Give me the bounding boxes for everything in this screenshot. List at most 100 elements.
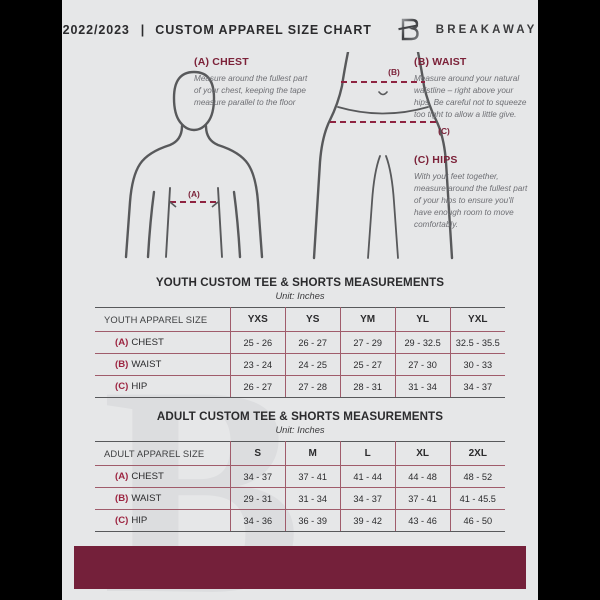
waist-measure-line-icon: (B) (341, 67, 425, 84)
youth-row-hip-label: (C) HIP (95, 375, 231, 398)
youth-size-table: YOUTH APPAREL SIZE YXS YS YM YL YXL (A) C… (95, 307, 505, 398)
youth-chest-ym: 27 - 29 (339, 331, 396, 354)
adult-waist-xl: 37 - 41 (394, 487, 451, 510)
adult-chest-2xl: 48 - 52 (449, 465, 505, 488)
adult-row-waist-label: (B) WAIST (95, 487, 231, 510)
youth-waist-yxs: 23 - 24 (229, 353, 286, 376)
youth-hip-yxl: 34 - 37 (449, 375, 505, 398)
youth-row-chest-text: CHEST (131, 337, 164, 348)
adult-section: ADULT CUSTOM TEE & SHORTS MEASUREMENTS U… (62, 410, 538, 532)
youth-row-chest-label: (A) CHEST (95, 331, 231, 354)
youth-row-waist-label: (B) WAIST (95, 353, 231, 376)
adult-hip-xl: 43 - 46 (394, 509, 451, 532)
adult-size-l: L (339, 441, 396, 466)
youth-hip-ym: 28 - 31 (339, 375, 396, 398)
table-row: (A) CHEST 34 - 37 37 - 41 41 - 44 44 - 48… (95, 465, 505, 488)
adult-row-chest-text: CHEST (131, 471, 164, 482)
footer-banner (74, 546, 526, 589)
table-header-row: YOUTH APPAREL SIZE YXS YS YM YL YXL (95, 307, 505, 332)
youth-waist-yxl: 30 - 33 (449, 353, 505, 376)
header-separator: | (140, 23, 145, 37)
adult-waist-s: 29 - 31 (229, 487, 286, 510)
youth-hip-yxs: 26 - 27 (229, 375, 286, 398)
marker-b: (B) (115, 359, 129, 370)
adult-size-header: ADULT APPAREL SIZE (95, 441, 231, 466)
youth-waist-ym: 25 - 27 (339, 353, 396, 376)
adult-row-chest-label: (A) CHEST (95, 465, 231, 488)
page-title: CUSTOM APPAREL SIZE CHART (155, 23, 372, 37)
youth-row-waist-text: WAIST (131, 359, 162, 370)
callout-waist-body: Measure around your natural waistline – … (414, 74, 527, 119)
lower-body-hips-illustration (312, 52, 454, 260)
marker-c: (C) (115, 515, 129, 526)
callout-waist-title: (B) WAIST (414, 56, 467, 68)
adult-row-waist-text: WAIST (131, 493, 162, 504)
adult-chest-m: 37 - 41 (284, 465, 341, 488)
adult-hip-m: 36 - 39 (284, 509, 341, 532)
youth-hip-yl: 31 - 34 (394, 375, 451, 398)
callout-chest: (A) CHEST Measure around the fullest par… (194, 56, 314, 109)
adult-size-xl: XL (394, 441, 451, 466)
size-chart-page: B 2022/2023 | CUSTOM APPAREL SIZE CHART … (62, 0, 538, 600)
youth-size-yl: YL (394, 307, 451, 332)
adult-chest-xl: 44 - 48 (394, 465, 451, 488)
svg-text:(C): (C) (438, 126, 450, 136)
adult-table-title: ADULT CUSTOM TEE & SHORTS MEASUREMENTS (156, 410, 444, 423)
hip-measure-line-icon: (C) (330, 120, 450, 136)
adult-row-hip-label: (C) HIP (95, 509, 231, 532)
adult-row-hip-text: HIP (131, 515, 148, 526)
callout-chest-body: Measure around the fullest part of your … (194, 74, 308, 107)
youth-waist-ys: 24 - 25 (284, 353, 341, 376)
adult-waist-m: 31 - 34 (284, 487, 341, 510)
table-row: (C) HIP 26 - 27 27 - 28 28 - 31 31 - 34 3… (95, 375, 505, 398)
adult-waist-2xl: 41 - 45.5 (449, 487, 505, 510)
adult-size-m: M (284, 441, 341, 466)
youth-size-ym: YM (339, 307, 396, 332)
callout-waist: (B) WAIST Measure around your natural wa… (414, 56, 532, 121)
chest-measure-line-icon: (A) (169, 189, 219, 208)
adult-chest-s: 34 - 37 (229, 465, 286, 488)
adult-chest-l: 41 - 44 (339, 465, 396, 488)
svg-text:(B): (B) (388, 67, 400, 77)
youth-table-unit: Unit: Inches (275, 291, 325, 301)
table-header-row: ADULT APPAREL SIZE S M L XL 2XL (95, 441, 505, 466)
youth-chest-yl: 29 - 32.5 (394, 331, 451, 354)
table-row: (A) CHEST 25 - 26 26 - 27 27 - 29 29 - 32… (95, 331, 505, 354)
callout-hips-title: (C) HIPS (414, 154, 458, 166)
youth-waist-yl: 27 - 30 (394, 353, 451, 376)
adult-hip-l: 39 - 42 (339, 509, 396, 532)
youth-hip-ys: 27 - 28 (284, 375, 341, 398)
callout-hips: (C) HIPS With your feet together, measur… (414, 154, 532, 230)
youth-size-yxl: YXL (449, 307, 505, 332)
table-row: (C) HIP 34 - 36 36 - 39 39 - 42 43 - 46 4… (95, 509, 505, 532)
youth-chest-ys: 26 - 27 (284, 331, 341, 354)
adult-size-2xl: 2XL (449, 441, 505, 466)
adult-size-s: S (229, 441, 286, 466)
measurement-diagram: (A) (B) (62, 52, 538, 264)
table-row: (B) WAIST 29 - 31 31 - 34 34 - 37 37 - 41… (95, 487, 505, 510)
youth-section: YOUTH CUSTOM TEE & SHORTS MEASUREMENTS U… (62, 276, 538, 398)
marker-a: (A) (115, 337, 129, 348)
youth-row-hip-text: HIP (131, 381, 148, 392)
brand-name: BREAKAWAY (435, 24, 538, 36)
adult-hip-2xl: 46 - 50 (449, 509, 505, 532)
adult-hip-s: 34 - 36 (229, 509, 286, 532)
adult-table-unit: Unit: Inches (275, 425, 325, 435)
callout-chest-title: (A) CHEST (194, 56, 249, 68)
breakaway-b-monogram-icon (397, 17, 419, 43)
header-season: 2022/2023 (62, 23, 130, 37)
callout-hips-body: With your feet together, measure around … (414, 172, 528, 229)
youth-size-ys: YS (284, 307, 341, 332)
table-row: (B) WAIST 23 - 24 24 - 25 25 - 27 27 - 30… (95, 353, 505, 376)
page-header: 2022/2023 | CUSTOM APPAREL SIZE CHART BR… (62, 0, 538, 52)
marker-b: (B) (115, 493, 129, 504)
youth-size-header: YOUTH APPAREL SIZE (95, 307, 231, 332)
adult-waist-l: 34 - 37 (339, 487, 396, 510)
marker-a: (A) (115, 471, 129, 482)
upper-body-torso-illustration (124, 70, 264, 259)
marker-c: (C) (115, 381, 129, 392)
youth-size-yxs: YXS (229, 307, 286, 332)
youth-table-title: YOUTH CUSTOM TEE & SHORTS MEASUREMENTS (155, 276, 445, 289)
youth-chest-yxs: 25 - 26 (229, 331, 286, 354)
adult-size-table: ADULT APPAREL SIZE S M L XL 2XL (A) CHEST… (95, 441, 505, 532)
